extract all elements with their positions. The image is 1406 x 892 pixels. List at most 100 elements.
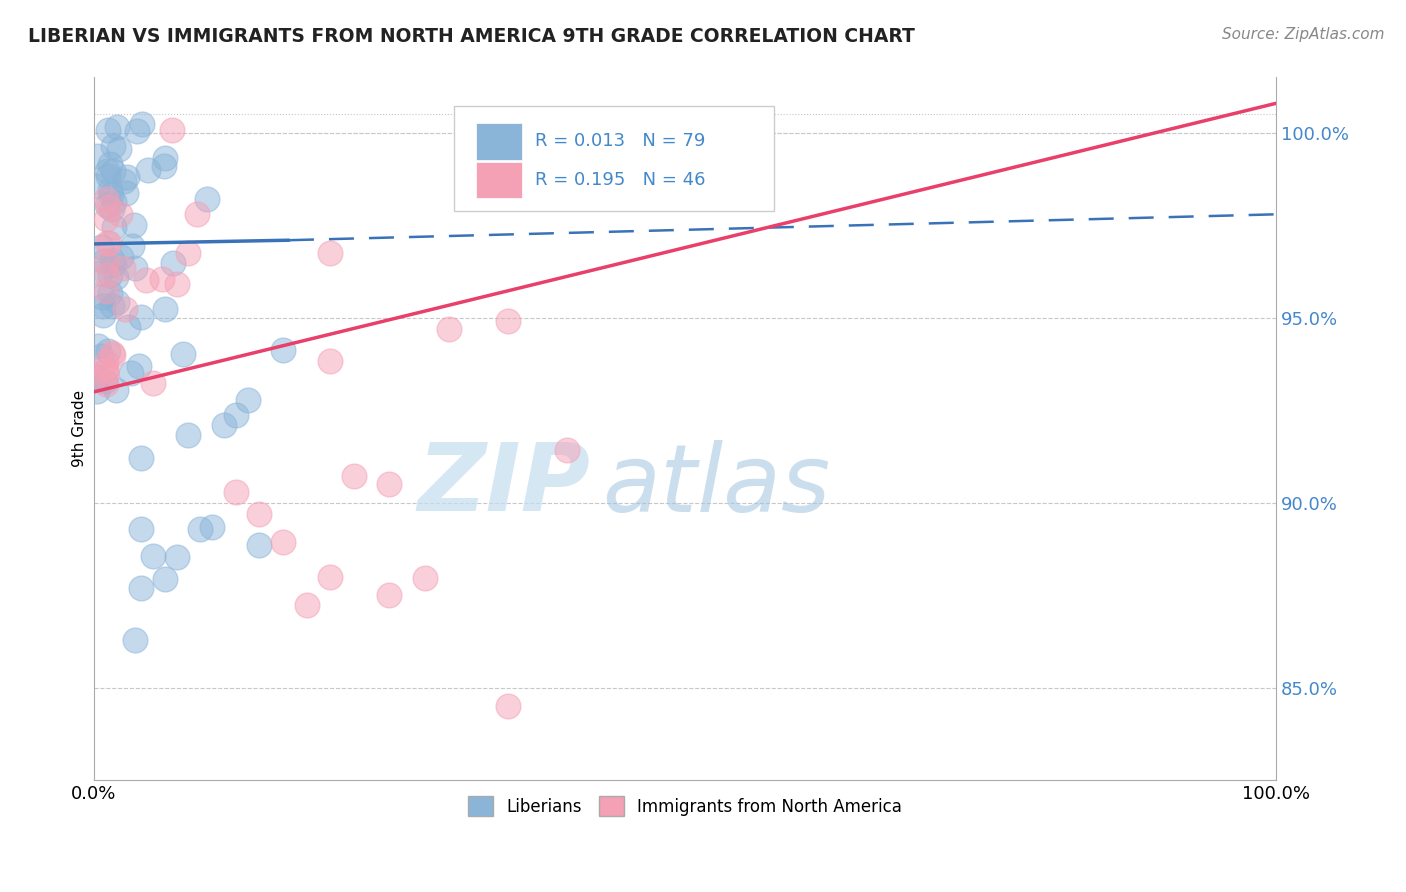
Point [378, 588, 401, 602]
Point [97, 169, 120, 183]
Point [172, 347, 194, 361]
Point [104, 269, 127, 284]
Point [93, 253, 115, 268]
Point [101, 345, 124, 359]
Point [103, 220, 125, 235]
Point [131, 117, 153, 131]
Point [319, 570, 342, 584]
Point [103, 195, 125, 210]
Point [90, 349, 112, 363]
Point [86, 179, 108, 194]
Point [177, 428, 200, 442]
Point [162, 256, 184, 270]
Point [153, 572, 176, 586]
Point [177, 246, 200, 260]
Point [94, 284, 117, 298]
Point [225, 484, 247, 499]
Point [343, 469, 366, 483]
Y-axis label: 9th Grade: 9th Grade [72, 391, 87, 467]
Point [153, 152, 176, 166]
Text: LIBERIAN VS IMMIGRANTS FROM NORTH AMERICA 9TH GRADE CORRELATION CHART: LIBERIAN VS IMMIGRANTS FROM NORTH AMERIC… [28, 27, 915, 45]
Point [128, 359, 150, 374]
Point [129, 581, 152, 595]
Point [98, 285, 121, 300]
Point [135, 273, 157, 287]
Point [201, 520, 224, 534]
Point [142, 549, 165, 563]
Point [98, 268, 121, 283]
Point [100, 299, 122, 313]
Point [114, 301, 136, 316]
Point [94, 354, 117, 368]
Point [110, 207, 132, 221]
FancyBboxPatch shape [475, 161, 522, 198]
Legend: Liberians, Immigrants from North America: Liberians, Immigrants from North America [460, 788, 910, 825]
Point [413, 571, 436, 585]
Point [124, 260, 146, 275]
Point [271, 343, 294, 358]
Point [160, 122, 183, 136]
Point [249, 508, 271, 522]
Point [98, 183, 121, 197]
Point [101, 138, 124, 153]
Text: R = 0.013   N = 79: R = 0.013 N = 79 [534, 132, 706, 150]
Point [96, 197, 118, 211]
Point [249, 538, 271, 552]
Point [121, 366, 143, 380]
Point [378, 477, 401, 491]
Point [107, 294, 129, 309]
Point [117, 319, 139, 334]
Point [112, 174, 135, 188]
Point [166, 277, 188, 291]
Text: R = 0.195   N = 46: R = 0.195 N = 46 [534, 171, 706, 189]
Point [153, 301, 176, 316]
Point [271, 534, 294, 549]
Text: Source: ZipAtlas.com: Source: ZipAtlas.com [1222, 27, 1385, 42]
Point [496, 314, 519, 328]
Point [114, 186, 136, 200]
Point [212, 418, 235, 433]
Point [104, 383, 127, 397]
Point [105, 120, 128, 134]
Point [94, 376, 117, 391]
Point [100, 188, 122, 202]
Point [94, 374, 117, 388]
Point [91, 299, 114, 313]
Point [195, 192, 218, 206]
Point [142, 376, 165, 391]
Point [295, 598, 318, 612]
Point [437, 321, 460, 335]
Point [129, 451, 152, 466]
Point [186, 206, 208, 220]
Point [188, 522, 211, 536]
Point [94, 369, 117, 384]
Point [101, 202, 124, 216]
Point [93, 308, 115, 322]
FancyBboxPatch shape [475, 123, 522, 160]
Point [121, 239, 143, 253]
Point [90, 240, 112, 254]
Point [319, 353, 342, 368]
Point [129, 522, 152, 536]
Point [90, 289, 112, 303]
Point [96, 164, 118, 178]
Point [115, 169, 138, 184]
Point [94, 363, 117, 377]
Point [97, 344, 120, 359]
Point [86, 149, 108, 163]
Point [496, 699, 519, 714]
Point [96, 268, 118, 283]
Point [136, 162, 159, 177]
Point [97, 122, 120, 136]
Point [86, 370, 108, 384]
Point [112, 261, 135, 276]
Point [236, 393, 259, 408]
Point [166, 550, 188, 565]
Point [97, 200, 120, 214]
Point [98, 157, 121, 171]
Point [127, 124, 149, 138]
Point [86, 384, 108, 399]
Point [129, 310, 152, 324]
Text: atlas: atlas [602, 440, 831, 531]
Point [319, 246, 342, 260]
